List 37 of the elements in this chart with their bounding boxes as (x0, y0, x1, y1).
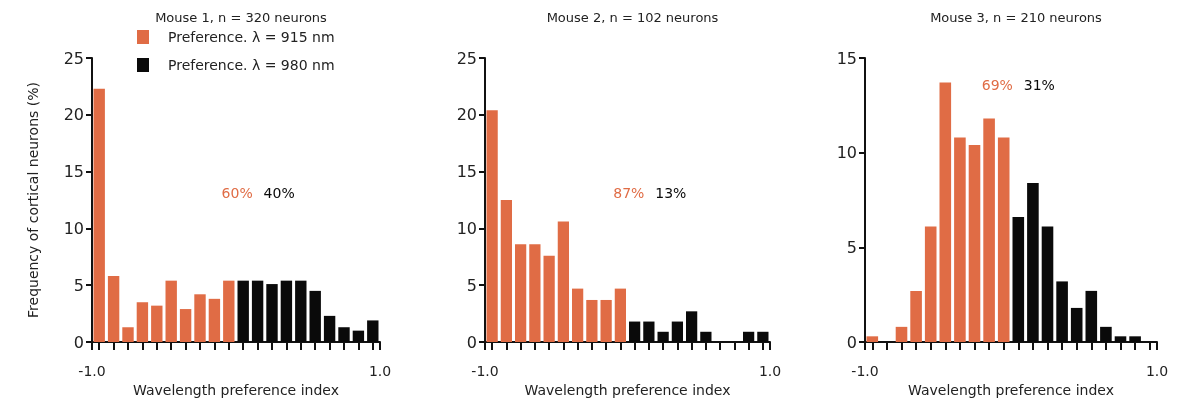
x-tick-label: -1.0 (851, 363, 879, 379)
x-tick-label: -1.0 (471, 363, 499, 379)
legend-label: Preference. λ = 915 nm (168, 29, 335, 45)
x-axis-title: Wavelength preference index (524, 381, 731, 398)
x-tick-label: 1.0 (368, 363, 392, 379)
annotation: 13% (655, 184, 687, 201)
y-tick-label: 10 (836, 143, 857, 163)
y-tick-label: 15 (836, 48, 857, 68)
x-tick-label: 1.0 (758, 363, 782, 379)
y-tick-label: 25 (63, 48, 84, 68)
y-tick-label: 0 (846, 332, 857, 352)
y-tick-label: 20 (456, 105, 477, 125)
y-tick-label: 25 (456, 48, 477, 68)
y-tick-label: 5 (73, 275, 84, 295)
annotation: 40% (263, 184, 295, 201)
y-axis-title: Frequency of cortical neurons (%) (25, 82, 41, 318)
y-tick-label: 15 (63, 162, 84, 182)
x-tick-label: 1.0 (1145, 363, 1169, 379)
annotation: 31% (1023, 76, 1055, 93)
legend-label: Preference. λ = 980 nm (168, 57, 335, 73)
chart-title: Mouse 3, n = 210 neurons (930, 10, 1103, 25)
y-tick-label: 10 (63, 218, 84, 238)
y-tick-label: 20 (63, 105, 84, 125)
x-axis-title: Wavelength preference index (133, 381, 339, 398)
y-tick-label: 10 (456, 218, 477, 238)
x-axis-title: Wavelength preference index (908, 381, 1114, 398)
y-tick-label: 0 (73, 332, 84, 352)
annotation: 60% (221, 184, 253, 201)
y-tick-label: 5 (846, 237, 857, 257)
annotation: 87% (613, 184, 645, 201)
y-tick-label: 0 (466, 332, 477, 352)
x-tick-label: -1.0 (78, 363, 106, 379)
y-tick-label: 15 (456, 162, 477, 182)
chart-title: Mouse 2, n = 102 neurons (546, 10, 719, 25)
chart-title: Mouse 1, n = 320 neurons (155, 10, 328, 25)
y-tick-label: 5 (466, 275, 477, 295)
annotation: 69% (981, 76, 1013, 93)
